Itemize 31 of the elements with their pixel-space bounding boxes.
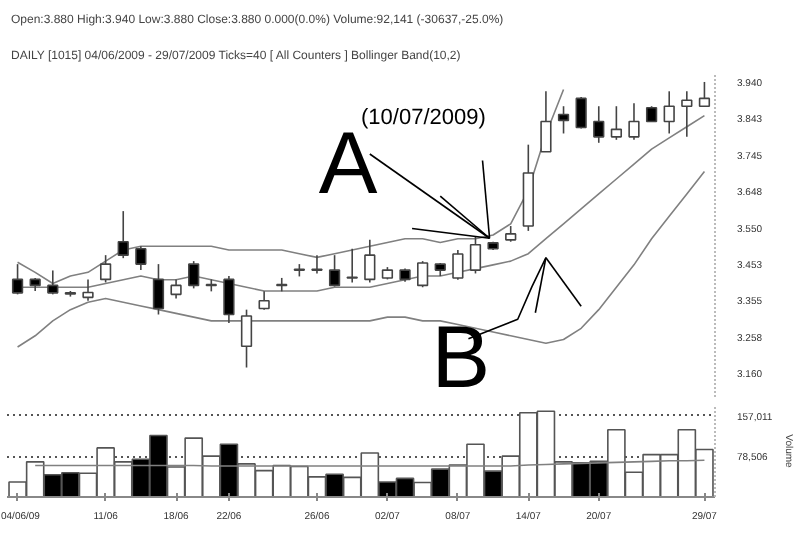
candlestick [205, 278, 217, 293]
candlestick [258, 290, 270, 311]
candlestick [557, 105, 570, 135]
candlestick [681, 90, 693, 138]
candlestick [188, 260, 200, 290]
candlestick [135, 245, 147, 271]
annotation: (10/07/2009) [361, 106, 486, 131]
candlestick [469, 236, 482, 275]
candlestick [99, 254, 112, 284]
candlestick [82, 278, 94, 302]
candlestick [328, 254, 341, 288]
candlestick [11, 263, 24, 296]
candlestick [276, 277, 288, 293]
candlestick [575, 96, 587, 130]
candlestick [311, 254, 323, 275]
candlestick [152, 263, 165, 316]
candlestick [223, 275, 235, 324]
annotation: B [431, 309, 491, 408]
candlestick [346, 248, 358, 284]
candlestick [610, 105, 623, 141]
candlestick [698, 81, 711, 108]
candlestick [240, 308, 253, 369]
candlestick [417, 260, 429, 289]
candlestick [540, 90, 552, 153]
candlestick [117, 210, 129, 259]
candlestick [628, 102, 640, 141]
candlestick [663, 90, 675, 135]
candlestick [170, 278, 182, 300]
candlestick [364, 239, 376, 284]
candlestick [452, 249, 464, 281]
candlestick [593, 105, 605, 144]
